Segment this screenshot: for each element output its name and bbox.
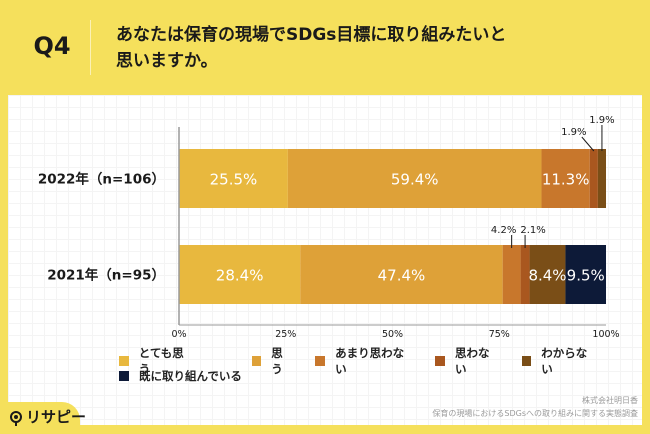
data-label: 2.1% — [520, 225, 545, 236]
question-title: あなたは保育の現場でSDGs目標に取り組みたいと 思いますか。 — [116, 22, 596, 74]
legend-item: あまり思わない — [315, 345, 413, 377]
bar-segment — [565, 245, 606, 304]
legend-swatch — [119, 370, 129, 381]
legend-item: とても思う — [119, 345, 194, 377]
legend-row: 既に取り組んでいる — [119, 368, 619, 383]
x-tick-label: 50% — [382, 329, 403, 340]
header-divider — [90, 20, 91, 75]
data-label: 1.9% — [589, 115, 614, 126]
bar-segment — [300, 245, 503, 304]
bar-segment — [502, 245, 521, 304]
data-label: 25.5% — [210, 171, 258, 189]
bar-segment — [529, 245, 566, 304]
legend-swatch — [315, 355, 326, 366]
legend-swatch — [119, 355, 129, 366]
bar-segment — [520, 245, 530, 304]
legend-item: 思わない — [435, 345, 499, 377]
survey-name: 保育の現場におけるSDGsへの取り組みに関する実態調査 — [432, 409, 638, 418]
data-label: 47.4% — [378, 267, 426, 285]
legend-label: 思わない — [454, 345, 490, 376]
legend-label: わからない — [541, 345, 588, 376]
data-label: 1.9% — [561, 127, 586, 138]
logo-text: リサピー — [26, 408, 87, 426]
legend-label: とても思う — [138, 345, 184, 376]
brand-logo: リサピー — [10, 406, 86, 427]
question-title-line2: 思いますか。 — [116, 51, 218, 71]
bar-segment — [541, 149, 590, 208]
data-label: 59.4% — [391, 171, 439, 189]
pin-icon — [10, 410, 22, 426]
data-label: 11.3% — [542, 171, 590, 189]
question-title-line1: あなたは保育の現場でSDGs目標に取り組みたいと — [116, 25, 507, 45]
bar-segment — [589, 149, 598, 208]
legend: とても思う 思う あまり思わない 思わない わからない 既に取り組んでいる — [119, 346, 619, 383]
x-tick-label: 25% — [275, 329, 296, 340]
bar-segment — [597, 149, 606, 208]
header: Q4 あなたは保育の現場でSDGs目標に取り組みたいと 思いますか。 — [0, 0, 650, 95]
category-label: 2022年（n=106） — [38, 171, 165, 188]
data-label: 8.4% — [528, 267, 566, 285]
question-number: Q4 — [33, 32, 71, 60]
legend-swatch — [521, 355, 532, 366]
data-label: 28.4% — [216, 267, 264, 285]
bar-segment — [179, 245, 301, 304]
legend-label: あまり思わない — [335, 345, 405, 376]
legend-item: わからない — [521, 345, 597, 377]
callout-line — [581, 136, 595, 152]
legend-item: 既に取り組んでいる — [119, 368, 242, 384]
legend-swatch — [435, 355, 445, 366]
company-name: 株式会社明日香 — [582, 396, 638, 405]
credits: 株式会社明日香 保育の現場におけるSDGsへの取り組みに関する実態調査 — [432, 394, 638, 420]
legend-label: 思う — [271, 345, 283, 376]
legend-row: とても思う 思う あまり思わない 思わない わからない — [119, 346, 619, 376]
x-tick-label: 0% — [171, 329, 186, 340]
x-tick-label: 100% — [592, 329, 619, 340]
bar-segment — [179, 149, 288, 208]
x-tick-label: 75% — [489, 329, 510, 340]
category-label: 2021年（n=95） — [47, 267, 165, 284]
bar-segment — [287, 149, 542, 208]
legend-label: 既に取り組んでいる — [139, 368, 242, 383]
data-label: 4.2% — [491, 225, 516, 236]
data-label: 9.5% — [567, 267, 605, 285]
legend-swatch — [251, 355, 262, 366]
legend-item: 思う — [251, 345, 294, 377]
